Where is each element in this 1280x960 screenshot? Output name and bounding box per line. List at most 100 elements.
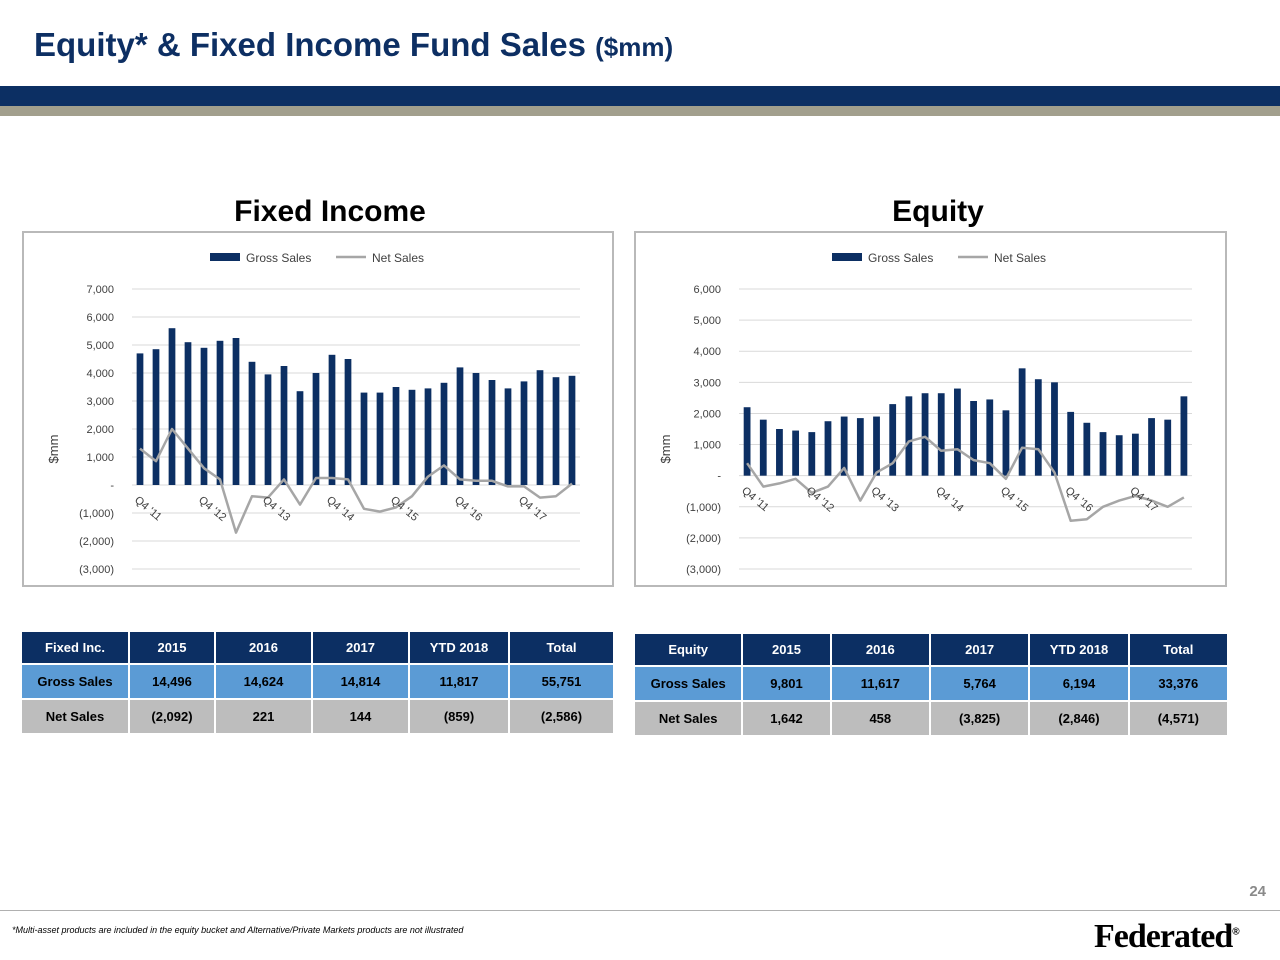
gross-sales-bar	[840, 416, 848, 476]
gross-sales-bar	[232, 338, 240, 485]
gross-sales-bar	[954, 388, 961, 476]
x-tick-label: Q4 '17	[1127, 485, 1159, 515]
gross-sales-bar	[970, 401, 977, 476]
gross-sales-bar	[1099, 432, 1107, 476]
table-header-cell: Total	[1129, 634, 1227, 665]
y-tick-label: 5,000	[86, 340, 114, 352]
legend-gross-sales-swatch	[210, 253, 240, 261]
gross-sales-bar	[456, 367, 464, 485]
gross-sales-bar	[905, 396, 913, 476]
table-header-cell: Equity	[635, 634, 742, 665]
table-row-net-sales: Net Sales (2,092) 221 144 (859) (2,586)	[22, 700, 613, 733]
x-tick-label: Q4 '12	[196, 494, 228, 524]
gross-sales-bar	[504, 388, 512, 485]
table-cell: 11,617	[831, 667, 929, 700]
table-cell: 9,801	[743, 667, 830, 700]
gross-sales-bar	[1180, 396, 1188, 476]
page-number: 24	[1249, 883, 1266, 900]
y-tick-label: (1,000)	[79, 508, 114, 520]
table-header-cell: Total	[510, 632, 613, 663]
gross-sales-bar	[824, 421, 832, 476]
gross-sales-bar	[136, 353, 144, 485]
gross-sales-bar	[921, 393, 929, 476]
gross-sales-bar	[568, 375, 576, 485]
gross-sales-bar	[248, 361, 256, 485]
legend-net-sales-label: Net Sales	[994, 251, 1046, 265]
gross-sales-bar	[184, 342, 192, 485]
table-cell: 14,814	[313, 665, 408, 698]
gross-sales-bar	[1164, 419, 1172, 476]
page-title-main: Equity* & Fixed Income Fund Sales	[34, 26, 586, 63]
y-tick-label: -	[717, 471, 721, 483]
header-navy-band	[0, 86, 1280, 106]
gross-sales-bar	[1002, 410, 1010, 476]
logo-text: Federated	[1094, 918, 1233, 955]
table-cell: Net Sales	[22, 700, 128, 733]
table-header-cell: 2016	[831, 634, 929, 665]
table-cell: (2,846)	[1030, 702, 1128, 735]
gross-sales-bar	[344, 359, 352, 485]
gross-sales-bar	[1018, 368, 1026, 476]
gross-sales-bar	[1131, 433, 1139, 476]
table-cell: 5,764	[930, 667, 1029, 700]
x-tick-label: Q4 '15	[998, 485, 1030, 515]
y-axis-label: $mm	[46, 435, 61, 464]
table-header-cell: 2017	[930, 634, 1029, 665]
table-cell: (2,586)	[510, 700, 613, 733]
x-tick-label: Q4 '13	[869, 485, 901, 515]
gross-sales-bar	[360, 392, 368, 485]
table-cell: (4,571)	[1129, 702, 1227, 735]
y-tick-label: (1,000)	[686, 502, 721, 514]
fixed-income-chart: 7,000 6,000 5,000 4,000 3,000 2,000 1,000 - (1,0…	[22, 231, 614, 587]
x-tick-label: Q4 '14	[933, 485, 965, 515]
table-cell: (3,825)	[930, 702, 1029, 735]
gross-sales-bar	[536, 370, 544, 485]
y-tick-label: 7,000	[86, 284, 114, 296]
legend-gross-sales-label: Gross Sales	[868, 251, 933, 265]
gross-sales-bar	[520, 381, 528, 485]
gross-sales-bar	[264, 374, 272, 485]
table-header-cell: 2015	[130, 632, 214, 663]
table-cell: 55,751	[510, 665, 613, 698]
gross-sales-bar	[792, 430, 800, 476]
y-tick-label: 2,000	[693, 408, 721, 420]
gross-sales-bar	[152, 349, 160, 485]
table-cell: Gross Sales	[22, 665, 128, 698]
page-title: Equity* & Fixed Income Fund Sales ($mm)	[34, 26, 673, 64]
gross-sales-bar	[440, 382, 448, 485]
table-header-cell: YTD 2018	[410, 632, 508, 663]
table-header-cell: 2015	[743, 634, 830, 665]
equity-table: Equity 2015 2016 2017 YTD 2018 Total Gro…	[633, 632, 1229, 737]
table-cell: 144	[313, 700, 408, 733]
table-cell: 14,624	[216, 665, 311, 698]
gross-sales-bar	[392, 387, 400, 485]
gross-sales-bar	[312, 373, 320, 485]
y-tick-label: (2,000)	[79, 536, 114, 548]
gross-sales-bar	[808, 432, 816, 476]
table-row-gross-sales: Gross Sales 9,801 11,617 5,764 6,194 33,…	[635, 667, 1227, 700]
x-tick-label: Q4 '13	[260, 494, 292, 524]
gross-sales-bar	[200, 347, 208, 485]
fixed-income-chart-title: Fixed Income	[234, 195, 426, 228]
gross-sales-bar	[168, 328, 176, 485]
gross-sales-bar	[296, 391, 304, 485]
y-tick-label: 6,000	[86, 312, 114, 324]
logo-registered-mark: ®	[1232, 926, 1239, 938]
x-tick-label: Q4 '17	[516, 494, 548, 524]
table-header-row: Fixed Inc. 2015 2016 2017 YTD 2018 Total	[22, 632, 613, 663]
gross-sales-bar	[759, 419, 767, 476]
table-cell: Gross Sales	[635, 667, 742, 700]
table-row-net-sales: Net Sales 1,642 458 (3,825) (2,846) (4,5…	[635, 702, 1227, 735]
fixed-income-chart-svg: 7,000 6,000 5,000 4,000 3,000 2,000 1,000 - (1,0…	[46, 251, 580, 576]
gross-sales-bar	[408, 389, 416, 485]
gross-sales-bar	[472, 373, 480, 485]
x-tick-label: Q4 '14	[324, 494, 356, 524]
y-tick-label: -	[110, 480, 114, 492]
table-cell: 33,376	[1129, 667, 1227, 700]
table-header-cell: Fixed Inc.	[22, 632, 128, 663]
y-tick-label: 2,000	[86, 424, 114, 436]
table-cell: 6,194	[1030, 667, 1128, 700]
y-tick-label: 3,000	[86, 396, 114, 408]
net-sales-line	[139, 427, 573, 534]
y-axis-label: $mm	[658, 435, 673, 464]
